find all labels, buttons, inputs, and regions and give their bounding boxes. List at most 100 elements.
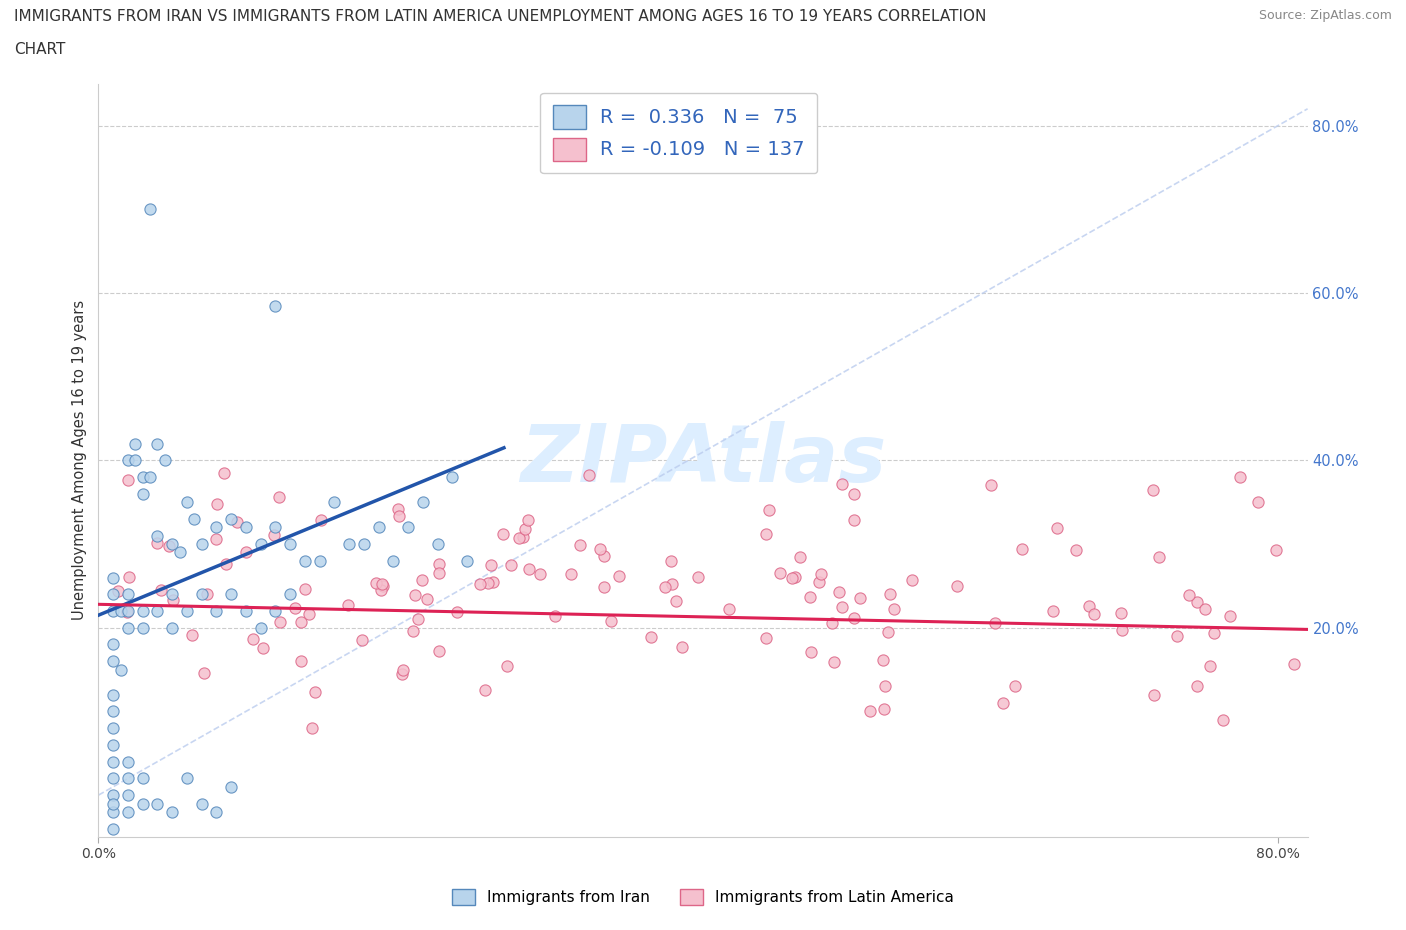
Point (496, 658, 519, 673)
Point (479, 558, 502, 573)
Point (661, 577, 683, 591)
Point (688, 570, 710, 585)
Text: Source: ZipAtlas.com: Source: ZipAtlas.com (1258, 9, 1392, 22)
Point (828, 585, 851, 600)
Y-axis label: Unemployment Among Ages 16 to 19 years: Unemployment Among Ages 16 to 19 years (72, 300, 87, 620)
Point (412, 495, 434, 510)
Point (117, 587, 139, 602)
Point (404, 588, 426, 603)
Point (160, 587, 183, 602)
Point (131, 470, 153, 485)
Point (599, 613, 621, 628)
Point (569, 538, 592, 553)
Point (872, 653, 894, 668)
Point (219, 587, 242, 602)
Point (101, 687, 124, 702)
Point (219, 779, 242, 794)
Point (101, 570, 124, 585)
Point (249, 620, 271, 635)
Point (1064, 542, 1087, 557)
Point (456, 553, 478, 568)
Point (278, 587, 301, 602)
Point (367, 520, 389, 535)
Point (1177, 588, 1199, 603)
Point (1011, 541, 1033, 556)
Point (808, 575, 831, 590)
Point (780, 570, 803, 585)
Point (290, 654, 312, 669)
Point (517, 562, 540, 577)
Point (117, 620, 139, 635)
Point (1218, 608, 1240, 623)
Point (859, 704, 882, 719)
Point (402, 624, 425, 639)
Point (176, 604, 198, 618)
Point (755, 631, 778, 646)
Point (499, 557, 522, 572)
Point (1078, 599, 1101, 614)
Point (427, 644, 450, 658)
Point (800, 644, 823, 659)
Point (1046, 520, 1069, 535)
Point (301, 721, 323, 736)
Point (205, 804, 228, 819)
Point (264, 520, 287, 535)
Point (107, 583, 129, 598)
Point (640, 630, 662, 644)
Point (101, 604, 124, 618)
Point (810, 567, 832, 582)
Point (1111, 605, 1133, 620)
Point (427, 556, 450, 571)
Point (980, 477, 1002, 492)
Point (264, 298, 287, 312)
Point (382, 553, 405, 568)
Point (235, 520, 257, 535)
Point (441, 470, 464, 485)
Point (529, 567, 551, 582)
Point (153, 453, 176, 468)
Point (124, 453, 146, 468)
Point (427, 566, 450, 581)
Text: CHART: CHART (14, 42, 66, 57)
Point (131, 486, 153, 501)
Point (110, 604, 132, 618)
Point (388, 509, 411, 524)
Point (235, 545, 257, 560)
Point (101, 587, 124, 602)
Point (392, 662, 415, 677)
Point (101, 771, 124, 786)
Point (592, 580, 614, 595)
Point (278, 537, 301, 551)
Point (1185, 679, 1208, 694)
Point (512, 529, 534, 544)
Point (195, 587, 218, 602)
Point (205, 531, 228, 546)
Point (844, 486, 866, 501)
Point (101, 804, 124, 819)
Point (1194, 602, 1216, 617)
Text: ZIPAtlas: ZIPAtlas (520, 421, 886, 499)
Point (831, 599, 853, 614)
Point (160, 620, 183, 635)
Point (219, 512, 242, 526)
Point (101, 788, 124, 803)
Point (146, 528, 169, 543)
Point (205, 520, 228, 535)
Point (214, 465, 236, 480)
Point (294, 553, 316, 568)
Point (337, 537, 360, 551)
Point (124, 436, 146, 451)
Point (298, 606, 321, 621)
Point (416, 591, 439, 606)
Point (879, 587, 901, 602)
Point (1004, 679, 1026, 694)
Point (592, 548, 614, 563)
Point (1247, 495, 1270, 510)
Point (1143, 687, 1166, 702)
Point (139, 202, 162, 217)
Point (205, 604, 228, 618)
Point (391, 667, 413, 682)
Point (411, 572, 433, 587)
Point (513, 522, 536, 537)
Point (215, 557, 238, 572)
